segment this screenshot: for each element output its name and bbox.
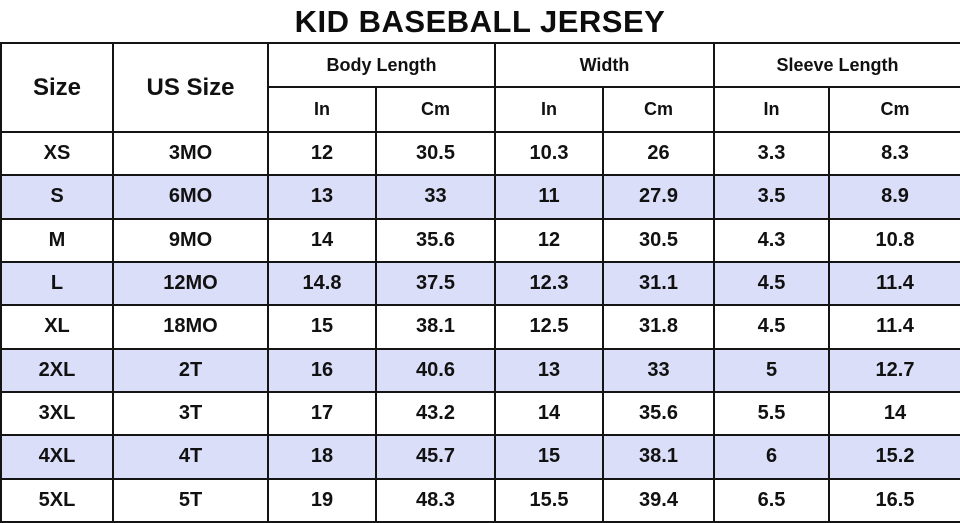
body-length-cm-cell: 45.7	[375, 434, 496, 480]
size-cell: S	[0, 174, 114, 220]
us-size-cell: 3MO	[112, 130, 269, 177]
width-cm-cell: 35.6	[601, 390, 716, 437]
size-cell: 5XL	[0, 477, 114, 523]
width-in-cell: 15.5	[494, 477, 604, 523]
us-size-cell: 3T	[112, 390, 269, 437]
col-header-size: Size	[0, 42, 114, 133]
table-row: 3XL 3T 17 43.2 14 35.6 5.5 14	[0, 390, 960, 437]
body-length-in-cell: 14.8	[267, 260, 377, 307]
us-size-cell: 2T	[112, 347, 269, 393]
header-group-row: Size US Size Body Length Width Sleeve Le…	[0, 42, 960, 133]
width-cm-cell: 33	[601, 347, 716, 393]
width-cm-cell: 27.9	[601, 174, 716, 220]
width-in-cell: 10.3	[494, 130, 604, 177]
width-in-cell: 12.5	[494, 304, 604, 350]
table-row: M 9MO 14 35.6 12 30.5 4.3 10.8	[0, 217, 960, 263]
width-in-cell: 12	[494, 217, 604, 263]
col-group-width: Width	[493, 42, 716, 88]
table-row: L 12MO 14.8 37.5 12.3 31.1 4.5 11.4	[0, 260, 960, 307]
sleeve-length-in-cell: 5	[713, 347, 831, 393]
table-row: 4XL 4T 18 45.7 15 38.1 6 15.2	[0, 434, 960, 480]
table-body: XS 3MO 12 30.5 10.3 26 3.3 8.3 S 6MO 13 33 11 27.9 3.5…	[0, 130, 960, 523]
size-cell: L	[0, 260, 114, 307]
us-size-cell: 12MO	[112, 260, 269, 307]
col-header-us-size: US Size	[112, 42, 269, 133]
table-row: XS 3MO 12 30.5 10.3 26 3.3 8.3	[0, 130, 960, 177]
body-length-in-cell: 18	[267, 434, 377, 480]
width-cm-cell: 39.4	[601, 477, 716, 523]
sleeve-length-in-cell: 6	[713, 434, 831, 480]
body-length-in-cell: 13	[267, 174, 377, 220]
sleeve-length-cm-cell: 16.5	[828, 477, 960, 523]
body-length-in-cell: 16	[267, 347, 377, 393]
body-length-in-cell: 15	[267, 304, 377, 350]
table-row: S 6MO 13 33 11 27.9 3.5 8.9	[0, 174, 960, 220]
page-title: KID BASEBALL JERSEY	[294, 4, 666, 39]
body-length-in-cell: 12	[267, 130, 377, 177]
width-in-cell: 14	[494, 390, 604, 437]
us-size-cell: 18MO	[112, 304, 269, 350]
body-length-cm-cell: 38.1	[375, 304, 496, 350]
sleeve-length-in-cell: 3.3	[713, 130, 831, 177]
table-row: 2XL 2T 16 40.6 13 33 5 12.7	[0, 347, 960, 393]
unit-header-body-length-in: In	[267, 86, 377, 133]
sleeve-length-cm-cell: 15.2	[828, 434, 960, 480]
sleeve-length-cm-cell: 12.7	[828, 347, 960, 393]
sleeve-length-cm-cell: 14	[828, 390, 960, 437]
width-cm-cell: 31.1	[601, 260, 716, 307]
size-cell: 4XL	[0, 434, 114, 480]
body-length-cm-cell: 37.5	[375, 260, 496, 307]
body-length-cm-cell: 40.6	[375, 347, 496, 393]
width-in-cell: 13	[494, 347, 604, 393]
sleeve-length-in-cell: 5.5	[713, 390, 831, 437]
size-cell: M	[0, 217, 114, 263]
body-length-cm-cell: 33	[375, 174, 496, 220]
width-in-cell: 15	[494, 434, 604, 480]
width-cm-cell: 38.1	[601, 434, 716, 480]
width-in-cell: 12.3	[494, 260, 604, 307]
width-cm-cell: 30.5	[601, 217, 716, 263]
width-cm-cell: 31.8	[601, 304, 716, 350]
us-size-cell: 5T	[112, 477, 269, 523]
width-cm-cell: 26	[601, 130, 716, 177]
sleeve-length-cm-cell: 11.4	[828, 260, 960, 307]
unit-header-width-in: In	[494, 86, 604, 133]
sleeve-length-cm-cell: 8.3	[828, 130, 960, 177]
size-cell: XS	[0, 130, 114, 177]
unit-header-sleeve-length-in: In	[713, 86, 831, 133]
unit-header-body-length-cm: Cm	[375, 86, 496, 133]
body-length-cm-cell: 43.2	[375, 390, 496, 437]
unit-header-sleeve-length-cm: Cm	[828, 86, 960, 133]
size-cell: 3XL	[0, 390, 114, 437]
sleeve-length-cm-cell: 8.9	[828, 174, 960, 220]
sleeve-length-in-cell: 4.3	[713, 217, 831, 263]
body-length-cm-cell: 35.6	[375, 217, 496, 263]
sleeve-length-cm-cell: 11.4	[828, 304, 960, 350]
table-row: XL 18MO 15 38.1 12.5 31.8 4.5 11.4	[0, 304, 960, 350]
col-group-sleeve-length: Sleeve Length	[713, 42, 960, 88]
size-chart-table: Size US Size Body Length Width Sleeve Le…	[0, 42, 960, 523]
width-in-cell: 11	[494, 174, 604, 220]
size-cell: 2XL	[0, 347, 114, 393]
size-cell: XL	[0, 304, 114, 350]
header-units-row: In Cm In Cm In Cm	[1, 86, 960, 133]
body-length-cm-cell: 48.3	[375, 477, 496, 523]
unit-header-width-cm: Cm	[601, 86, 716, 133]
body-length-cm-cell: 30.5	[375, 130, 496, 177]
sleeve-length-cm-cell: 10.8	[828, 217, 960, 263]
table-row: 5XL 5T 19 48.3 15.5 39.4 6.5 16.5	[0, 477, 960, 523]
col-group-body-length: Body Length	[267, 42, 496, 88]
body-length-in-cell: 14	[267, 217, 377, 263]
us-size-cell: 4T	[112, 434, 269, 480]
body-length-in-cell: 17	[267, 390, 377, 437]
sleeve-length-in-cell: 4.5	[713, 260, 831, 307]
us-size-cell: 9MO	[112, 217, 269, 263]
sleeve-length-in-cell: 4.5	[713, 304, 831, 350]
sleeve-length-in-cell: 6.5	[713, 477, 831, 523]
us-size-cell: 6MO	[112, 174, 269, 220]
sleeve-length-in-cell: 3.5	[713, 174, 831, 220]
body-length-in-cell: 19	[267, 477, 377, 523]
